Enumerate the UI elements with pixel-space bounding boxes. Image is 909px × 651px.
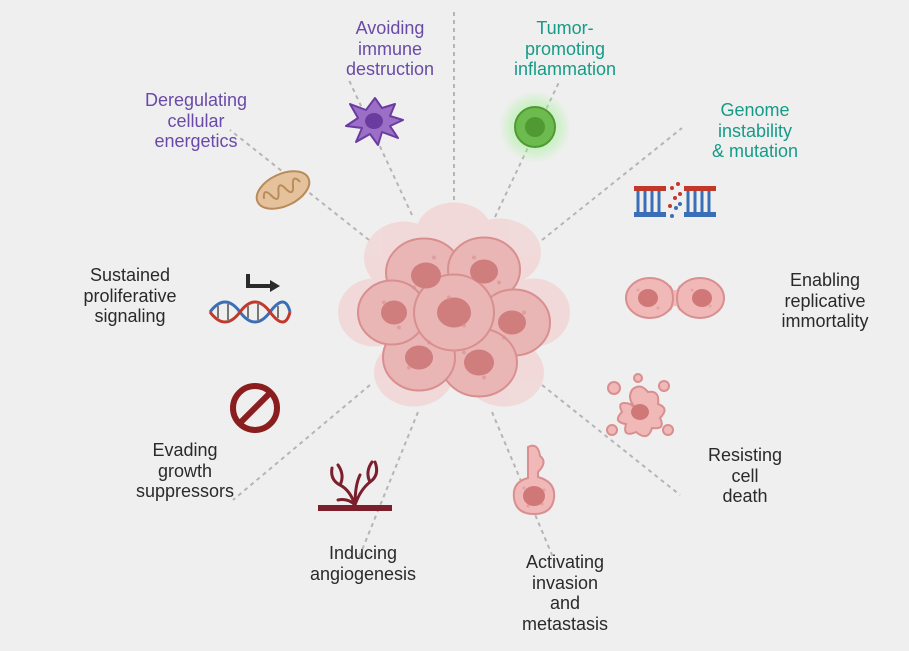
dna-arrow-icon [200, 268, 300, 343]
label-resisting-cell-death: Resisting cell death [685, 445, 805, 507]
label-sustained-proliferation: Sustained proliferative signaling [55, 265, 205, 327]
diagram-stage: Avoiding immune destruction Deregulating… [0, 0, 909, 651]
immune-cell-icon [340, 90, 410, 155]
dividing-cell-icon [620, 268, 730, 333]
glowing-cell-icon [498, 90, 573, 170]
tumor-cluster-icon [334, 198, 574, 423]
label-avoiding-immune: Avoiding immune destruction [325, 18, 455, 80]
invading-cell-icon [498, 442, 573, 527]
label-inducing-angiogenesis: Inducing angiogenesis [288, 543, 438, 584]
label-tumor-inflammation: Tumor- promoting inflammation [490, 18, 640, 80]
label-replicative-immortality: Enabling replicative immortality [755, 270, 895, 332]
mitochondrion-icon [248, 165, 318, 220]
label-deregulating-energetics: Deregulating cellular energetics [126, 90, 266, 152]
label-genome-instability: Genome instability & mutation [685, 100, 825, 162]
no-sign-icon [225, 378, 285, 443]
apoptotic-cell-icon [598, 372, 678, 452]
label-activating-invasion: Activating invasion and metastasis [500, 552, 630, 635]
broken-dna-icon [630, 178, 720, 233]
label-evading-growth-supp: Evading growth suppressors [115, 440, 255, 502]
angiogenesis-icon [310, 450, 400, 525]
